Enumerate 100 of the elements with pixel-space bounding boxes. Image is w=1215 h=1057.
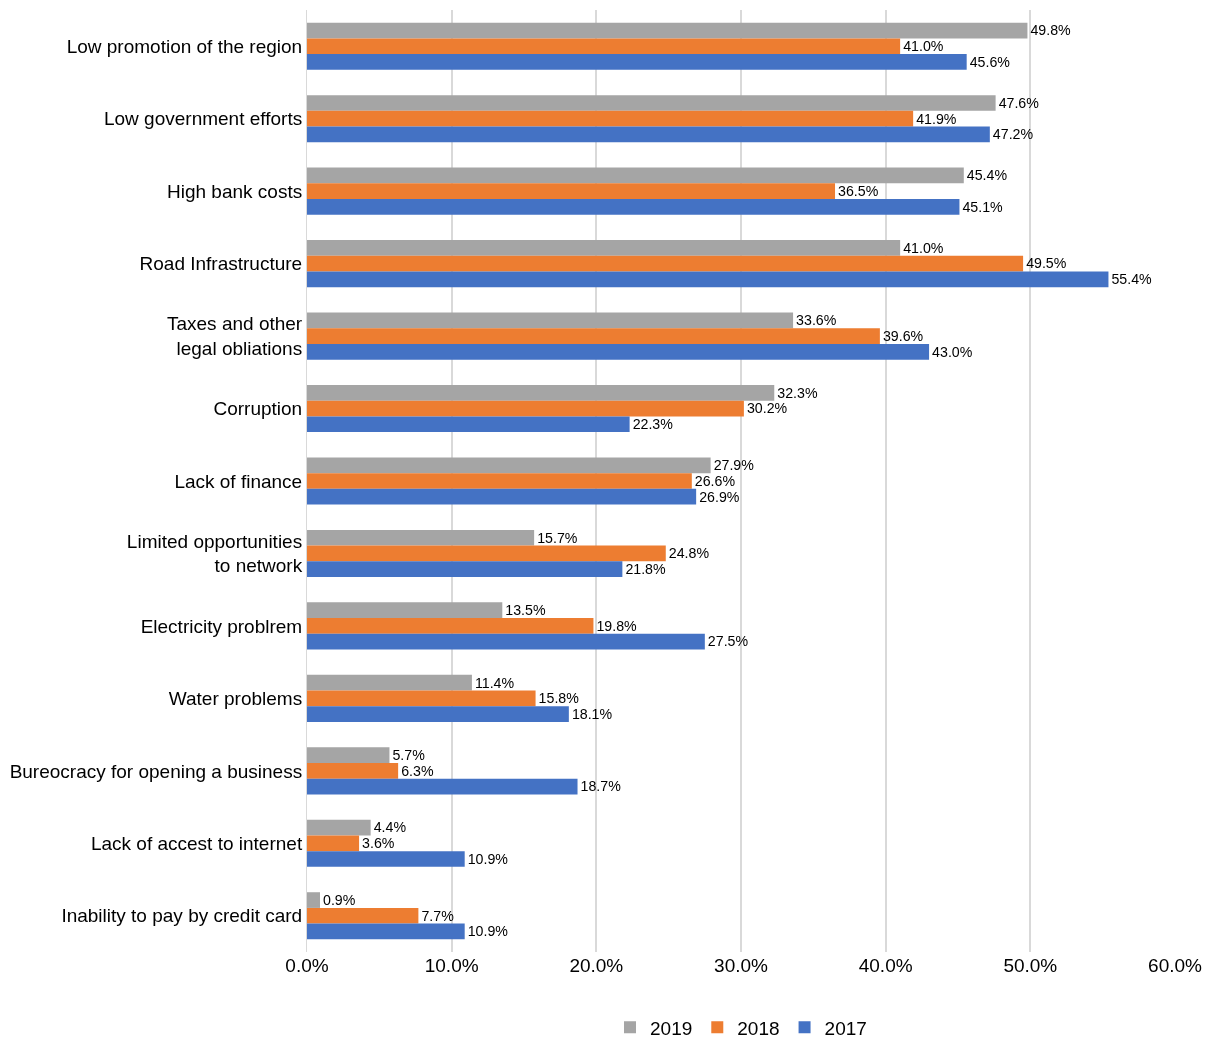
data-label: 13.5% (505, 602, 546, 619)
x-tick-label: 10.0% (424, 955, 479, 976)
y-tick-label: Lack of finance (174, 470, 303, 492)
data-label: 18.7% (580, 778, 622, 795)
data-label: 10.9% (467, 850, 509, 867)
y-tick-label: Water problems (168, 688, 303, 710)
data-label: 43.0% (932, 343, 973, 360)
data-label: 24.8% (668, 545, 710, 562)
data-label: 45.6% (969, 53, 1011, 70)
y-tick-label: Corruption (213, 398, 303, 420)
data-label: 7.7% (421, 907, 455, 924)
data-label: 41.9% (916, 110, 957, 127)
bar (307, 416, 630, 433)
bar (307, 199, 960, 215)
bar (307, 110, 914, 127)
bar (307, 778, 578, 795)
bar (307, 561, 623, 578)
data-label: 47.6% (998, 94, 1040, 111)
y-tick-label: Road Infrastructure (139, 253, 303, 275)
bar (307, 343, 930, 360)
data-label: 41.0% (903, 239, 944, 256)
data-label: 15.7% (537, 529, 578, 546)
bar (307, 674, 472, 691)
bar (307, 167, 964, 184)
data-label: 41.0% (903, 38, 944, 55)
bar (307, 473, 692, 489)
bar (307, 126, 990, 143)
data-label: 49.8% (1030, 22, 1072, 39)
y-tick-label: Low promotion of the region (66, 35, 303, 57)
bar (307, 602, 503, 619)
bar (307, 384, 775, 401)
y-tick-label: High bank costs (167, 180, 303, 202)
data-label: 10.9% (467, 923, 509, 940)
y-tick-label: Lack of accest to internet (90, 832, 303, 854)
data-label: 30.2% (746, 400, 788, 417)
bar (307, 22, 1028, 39)
data-label: 55.4% (1111, 271, 1153, 288)
data-label: 36.5% (838, 183, 879, 200)
bar (307, 457, 711, 474)
bar (307, 271, 1109, 288)
x-tick-label: 0.0% (285, 955, 329, 976)
data-label: 11.4% (474, 674, 515, 691)
bar (307, 907, 419, 924)
y-tick-label: Low government efforts (104, 108, 303, 130)
data-label: 33.6% (796, 312, 837, 329)
bar (307, 400, 744, 417)
x-tick-label: 40.0% (858, 955, 913, 976)
y-tick-label: Limited opportunities to network (126, 530, 303, 577)
data-label: 49.5% (1026, 255, 1067, 272)
y-tick-label: Bureocracy for opening a business (9, 760, 303, 782)
bar (307, 545, 666, 562)
data-label: 6.3% (401, 762, 434, 779)
data-label: 39.6% (882, 327, 924, 344)
data-label: 5.7% (392, 747, 426, 764)
data-label: 0.9% (323, 891, 356, 908)
data-label: 15.8% (538, 690, 580, 707)
data-label: 4.4% (373, 819, 407, 836)
bar (307, 328, 880, 344)
data-label: 27.9% (713, 457, 755, 474)
bar (307, 892, 321, 908)
data-label: 26.6% (694, 472, 736, 489)
data-label: 45.4% (966, 167, 1008, 184)
bar (307, 690, 536, 707)
bar (307, 633, 705, 650)
bar (307, 819, 371, 836)
bar (307, 747, 390, 763)
bar (307, 529, 535, 546)
data-label: 19.8% (596, 617, 638, 634)
data-label: 18.1% (571, 705, 613, 722)
data-label: 47.2% (992, 126, 1034, 143)
bar (307, 38, 901, 55)
data-label: 21.8% (625, 561, 666, 578)
bar (307, 706, 569, 722)
data-label: 27.5% (707, 633, 749, 650)
bar (307, 488, 697, 505)
bar (307, 312, 794, 329)
x-tick-label: 60.0% (1148, 955, 1203, 976)
legend-label: 2019 (650, 1017, 693, 1039)
legend-label: 2017 (824, 1017, 867, 1039)
bar (307, 835, 360, 852)
bar (307, 255, 1024, 272)
x-tick-label: 50.0% (1003, 955, 1058, 976)
bar (307, 95, 996, 111)
bar (307, 54, 967, 70)
x-tick-label: 30.0% (714, 955, 769, 976)
legend-label: 2018 (737, 1017, 780, 1039)
bar (307, 183, 836, 199)
bar (307, 240, 901, 256)
bar (307, 923, 465, 940)
y-tick-label: Inability to pay by credit card (61, 905, 303, 927)
bar (307, 763, 399, 779)
bar (307, 851, 465, 867)
data-label: 32.3% (777, 384, 818, 401)
y-tick-label: Electricity problrem (140, 615, 303, 637)
data-label: 3.6% (362, 835, 395, 852)
y-tick-label: Taxes and other legal obliations (167, 313, 303, 360)
data-label: 22.3% (632, 416, 674, 433)
data-label: 26.9% (699, 488, 740, 505)
data-label: 45.1% (962, 198, 1004, 215)
x-tick-label: 20.0% (569, 955, 624, 976)
